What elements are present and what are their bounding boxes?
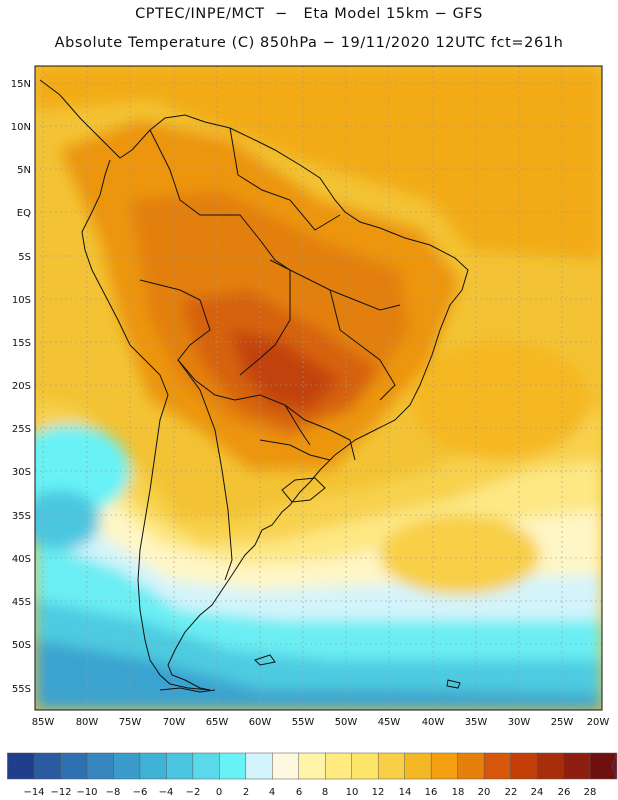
lat-label: 35S bbox=[12, 511, 31, 522]
colorbar-label: 18 bbox=[452, 787, 465, 798]
map-frame bbox=[34, 65, 603, 711]
lon-label: 20W bbox=[587, 717, 610, 728]
colorbar-label: −4 bbox=[159, 787, 174, 798]
map-title-line-1: CPTEC/INPE/MCT − Eta Model 15km − GFS bbox=[135, 6, 483, 22]
colorbar-box bbox=[7, 752, 35, 780]
lat-label: 55S bbox=[12, 684, 31, 695]
colorbar-box bbox=[219, 752, 247, 780]
lat-label: 20S bbox=[12, 381, 31, 392]
colorbar-label: 28 bbox=[584, 787, 597, 798]
lat-label: 15N bbox=[11, 79, 31, 90]
colorbar-box bbox=[33, 752, 62, 780]
lon-label: 70W bbox=[163, 717, 186, 728]
colorbar-label: 4 bbox=[269, 787, 275, 798]
colorbar-label: 8 bbox=[322, 787, 328, 798]
colorbar-label: 16 bbox=[425, 787, 438, 798]
lat-label: 10S bbox=[12, 295, 31, 306]
colorbar-box bbox=[483, 752, 512, 780]
lat-label: 15S bbox=[12, 338, 31, 349]
colorbar-box bbox=[86, 752, 115, 780]
lat-label: 25S bbox=[12, 424, 31, 435]
longitude-axis: 85W 80W 75W 70W 65W 60W 55W 50W 45W 40W … bbox=[32, 717, 610, 728]
colorbar-label: 22 bbox=[505, 787, 518, 798]
colorbar-box bbox=[298, 752, 326, 780]
map-title-line-2: Absolute Temperature (C) 850hPa − 19/11/… bbox=[54, 35, 564, 51]
lon-label: 40W bbox=[422, 717, 445, 728]
lon-label: 85W bbox=[32, 717, 55, 728]
lon-label: 50W bbox=[335, 717, 358, 728]
lon-label: 45W bbox=[378, 717, 401, 728]
colorbar-box bbox=[245, 752, 274, 780]
colorbar-box bbox=[536, 752, 565, 780]
latitude-axis: 15N 10N 5N EQ 5S 10S 15S 20S 25S 30S 35S… bbox=[11, 79, 31, 695]
colorbar: −14 −12 −10 −8 −6 −4 −2 0 2 4 6 8 10 12 … bbox=[7, 752, 618, 798]
colorbar-box bbox=[166, 752, 194, 780]
colorbar-label: −14 bbox=[23, 787, 44, 798]
lat-label: 45S bbox=[12, 597, 31, 608]
colorbar-boxes bbox=[7, 752, 618, 780]
colorbar-label: 24 bbox=[531, 787, 544, 798]
colorbar-box bbox=[351, 752, 379, 780]
lon-label: 65W bbox=[206, 717, 229, 728]
colorbar-label: 20 bbox=[478, 787, 491, 798]
colorbar-label: 14 bbox=[399, 787, 412, 798]
colorbar-box bbox=[457, 752, 485, 780]
lat-label: 5N bbox=[17, 165, 31, 176]
lon-label: 35W bbox=[465, 717, 488, 728]
colorbar-label: 6 bbox=[296, 787, 302, 798]
colorbar-box bbox=[377, 752, 406, 780]
colorbar-label: −12 bbox=[50, 787, 71, 798]
colorbar-box bbox=[272, 752, 300, 780]
lat-label: 5S bbox=[18, 252, 31, 263]
colorbar-label: 26 bbox=[558, 787, 571, 798]
colorbar-label: −2 bbox=[186, 787, 201, 798]
lon-label: 25W bbox=[551, 717, 574, 728]
lon-label: 80W bbox=[76, 717, 99, 728]
colorbar-labels: −14 −12 −10 −8 −6 −4 −2 0 2 4 6 8 10 12 … bbox=[23, 787, 596, 798]
colorbar-label: 10 bbox=[346, 787, 359, 798]
colorbar-label: −8 bbox=[106, 787, 121, 798]
colorbar-box bbox=[430, 752, 459, 780]
lon-label: 30W bbox=[508, 717, 531, 728]
colorbar-box bbox=[324, 752, 353, 780]
colorbar-box bbox=[510, 752, 538, 780]
coastline bbox=[39, 79, 469, 693]
colorbar-label: −10 bbox=[76, 787, 97, 798]
colorbar-label: −6 bbox=[133, 787, 148, 798]
lat-label: 30S bbox=[12, 467, 31, 478]
colorbar-box bbox=[139, 752, 168, 780]
colorbar-label: 12 bbox=[372, 787, 385, 798]
colorbar-box bbox=[563, 752, 591, 780]
graticule bbox=[35, 66, 602, 710]
colorbar-box bbox=[60, 752, 88, 780]
colorbar-label: 0 bbox=[216, 787, 222, 798]
lon-label: 60W bbox=[249, 717, 272, 728]
lon-label: 55W bbox=[292, 717, 315, 728]
colorbar-box bbox=[192, 752, 221, 780]
lon-label: 75W bbox=[119, 717, 142, 728]
lat-label: EQ bbox=[17, 208, 31, 219]
temperature-field bbox=[35, 66, 602, 710]
lat-label: 10N bbox=[11, 122, 31, 133]
colorbar-over-arrow bbox=[611, 752, 617, 780]
colorbar-label: 2 bbox=[243, 787, 249, 798]
lat-label: 50S bbox=[12, 640, 31, 651]
colorbar-box bbox=[113, 752, 141, 780]
lat-label: 40S bbox=[12, 554, 31, 565]
colorbar-box bbox=[404, 752, 432, 780]
